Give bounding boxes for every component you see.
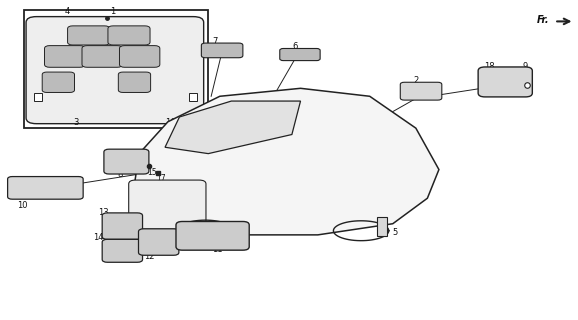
FancyBboxPatch shape (201, 43, 243, 58)
FancyBboxPatch shape (68, 26, 110, 45)
Text: HONDA: HONDA (19, 181, 71, 194)
Text: 15: 15 (147, 168, 157, 177)
Text: 13: 13 (98, 208, 109, 217)
FancyBboxPatch shape (102, 239, 143, 262)
Text: 7: 7 (213, 37, 218, 46)
FancyBboxPatch shape (401, 82, 442, 100)
Text: 17: 17 (156, 174, 166, 183)
Text: 10: 10 (17, 201, 28, 210)
Text: H: H (121, 155, 132, 169)
FancyBboxPatch shape (102, 213, 143, 239)
Text: 3: 3 (73, 118, 79, 127)
Text: Si: Si (116, 244, 129, 257)
FancyBboxPatch shape (478, 67, 532, 97)
Text: CRX: CRX (213, 46, 231, 55)
FancyBboxPatch shape (176, 221, 249, 250)
FancyBboxPatch shape (42, 72, 75, 92)
Bar (34, 93, 42, 101)
Polygon shape (134, 88, 439, 235)
Polygon shape (165, 101, 301, 154)
Text: 8: 8 (117, 170, 123, 179)
Text: 16: 16 (114, 220, 131, 232)
Text: 18: 18 (484, 62, 495, 71)
Text: CIVIC: CIVIC (192, 229, 234, 242)
FancyBboxPatch shape (82, 46, 123, 67)
Text: 11: 11 (212, 245, 222, 254)
Text: 1: 1 (110, 7, 116, 16)
FancyBboxPatch shape (45, 46, 85, 67)
Text: HF: HF (150, 236, 168, 248)
FancyBboxPatch shape (108, 26, 150, 45)
FancyBboxPatch shape (26, 17, 203, 124)
Text: Fr.: Fr. (537, 15, 550, 25)
Text: 9: 9 (523, 62, 528, 71)
Text: 12: 12 (144, 252, 155, 261)
FancyBboxPatch shape (139, 229, 179, 255)
Text: 16: 16 (165, 118, 176, 127)
FancyBboxPatch shape (120, 46, 160, 67)
FancyBboxPatch shape (104, 149, 149, 174)
Bar (188, 93, 197, 101)
Text: 6: 6 (292, 42, 298, 51)
Text: 5: 5 (392, 228, 398, 237)
FancyBboxPatch shape (8, 177, 83, 199)
FancyBboxPatch shape (129, 180, 206, 229)
Text: 4: 4 (64, 7, 69, 16)
Text: 2: 2 (413, 76, 418, 85)
FancyBboxPatch shape (118, 72, 151, 92)
Text: 14: 14 (94, 233, 104, 242)
Bar (377, 217, 387, 236)
Text: H: H (499, 75, 512, 90)
Bar (24, 10, 208, 128)
FancyBboxPatch shape (280, 49, 320, 60)
